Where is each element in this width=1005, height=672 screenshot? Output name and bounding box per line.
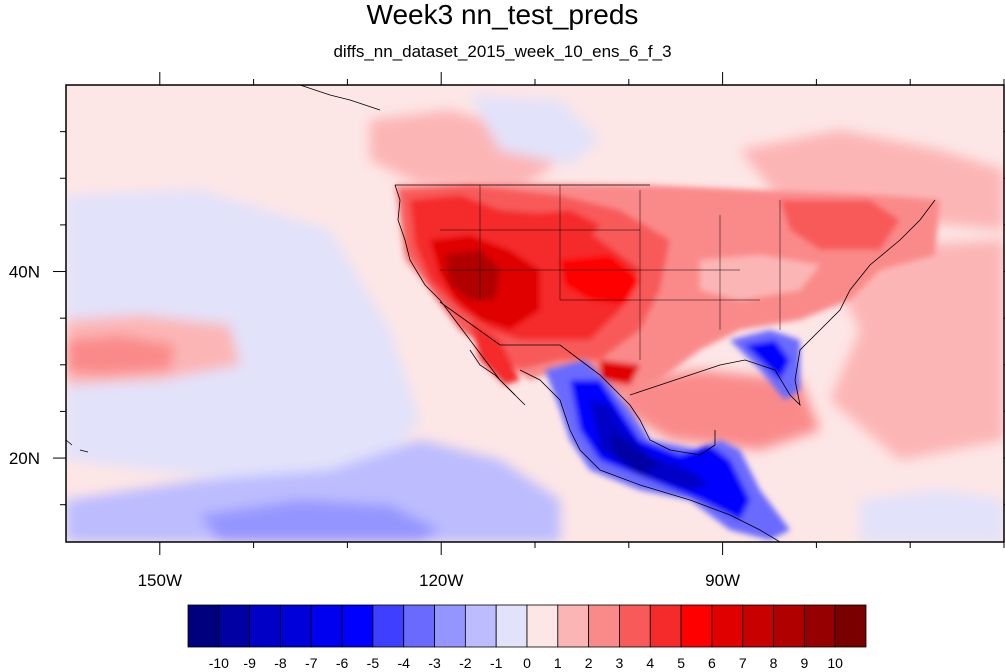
axis-labels: 150W 120W 90W 20N 40N bbox=[9, 263, 740, 590]
colorbar-label: 0 bbox=[523, 655, 531, 671]
colorbar-swatch bbox=[649, 604, 682, 648]
colorbar-label: 9 bbox=[800, 655, 808, 671]
plot-subtitle: diffs_nn_dataset_2015_week_10_ens_6_f_3 bbox=[333, 42, 672, 61]
colorbar-label: 7 bbox=[739, 655, 747, 671]
colorbar-swatch bbox=[372, 604, 405, 648]
colorbar-label: -9 bbox=[243, 655, 256, 671]
colorbar-label: -8 bbox=[274, 655, 287, 671]
colorbar-label: -5 bbox=[367, 655, 380, 671]
x-tick-label: 120W bbox=[419, 571, 463, 590]
field-blobs bbox=[66, 95, 1004, 542]
axis-ticks bbox=[53, 72, 1005, 555]
colorbar-swatch bbox=[526, 604, 559, 648]
colorbar-swatch bbox=[588, 604, 620, 648]
colorbar-swatch bbox=[711, 604, 744, 648]
colorbar-label: -2 bbox=[459, 655, 472, 671]
colorbar-label: 3 bbox=[616, 655, 624, 671]
colorbar-swatch bbox=[464, 604, 497, 648]
colorbar-label: -1 bbox=[490, 655, 503, 671]
colorbar-label: 2 bbox=[585, 655, 593, 671]
colorbar-swatch bbox=[187, 604, 220, 648]
coastlines bbox=[66, 85, 936, 542]
colorbar-label: 5 bbox=[677, 655, 685, 671]
colorbar-swatch bbox=[403, 604, 435, 648]
map-field bbox=[66, 85, 1004, 542]
colorbar-swatch bbox=[310, 604, 343, 648]
colorbar-label: 8 bbox=[770, 655, 778, 671]
mexico-cold-anomaly bbox=[545, 330, 800, 540]
colorbar-swatch bbox=[218, 604, 251, 648]
colorbar-label: 10 bbox=[827, 655, 843, 671]
colorbar-swatch bbox=[619, 604, 651, 648]
colorbar-swatch bbox=[557, 604, 590, 648]
colorbar-labels: -10 -9 -8 -7 -6 -5 -4 -3 -2 -1 0 1 2 3 4 5 6 7 8 9 10 bbox=[209, 655, 843, 671]
colorbar-label: 6 bbox=[708, 655, 716, 671]
us-warm-anomaly bbox=[395, 183, 940, 395]
colorbar bbox=[187, 604, 867, 648]
colorbar-label: -10 bbox=[209, 655, 229, 671]
colorbar-swatch bbox=[680, 604, 713, 648]
colorbar-label: -3 bbox=[428, 655, 441, 671]
colorbar-label: 4 bbox=[646, 655, 654, 671]
y-tick-label: 40N bbox=[9, 263, 40, 282]
colorbar-label: -7 bbox=[305, 655, 318, 671]
colorbar-swatch bbox=[742, 604, 774, 648]
colorbar-swatch bbox=[834, 604, 867, 648]
y-tick-label: 20N bbox=[9, 449, 40, 468]
colorbar-swatch bbox=[341, 604, 374, 648]
colorbar-label: 1 bbox=[554, 655, 562, 671]
plot-title: Week3 nn_test_preds bbox=[366, 0, 639, 30]
colorbar-swatch bbox=[280, 604, 312, 648]
x-tick-label: 150W bbox=[138, 571, 182, 590]
x-tick-label: 90W bbox=[705, 571, 740, 590]
colorbar-label: -6 bbox=[336, 655, 349, 671]
colorbar-label: -4 bbox=[398, 655, 411, 671]
colorbar-swatch bbox=[249, 604, 281, 648]
colorbar-swatch bbox=[773, 604, 805, 648]
colorbar-swatch bbox=[434, 604, 466, 648]
colorbar-swatch bbox=[803, 604, 836, 648]
colorbar-swatch bbox=[495, 604, 528, 648]
